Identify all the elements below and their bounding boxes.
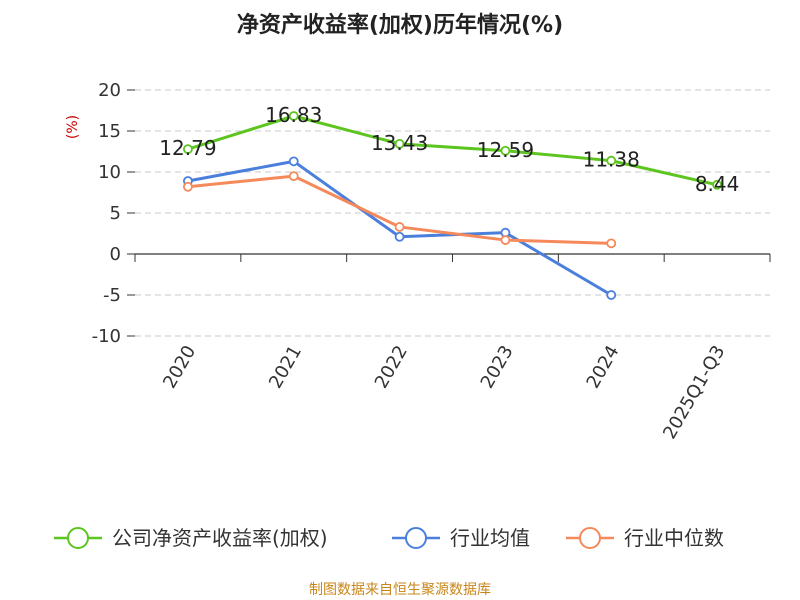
x-tick-label: 2022 [371,342,412,392]
legend-label: 行业均值 [450,526,530,550]
legend-swatch-marker [67,527,89,549]
x-tick-label: 2023 [477,342,518,392]
grid-lines [135,89,770,337]
data-point [712,179,722,190]
data-label: 12.59 [477,138,534,162]
x-axis [134,253,771,262]
legend-swatch-marker [405,527,427,549]
data-point [394,222,405,232]
x-tick-label: 2025Q1-Q3 [659,342,729,443]
y-tick-label: 15 [98,121,121,142]
y-tick-label: -5 [103,285,121,306]
series-3 [183,171,617,249]
data-point [606,238,617,249]
y-tick-label: 0 [110,244,121,265]
data-point [500,145,511,156]
y-tick-label: 20 [98,80,121,101]
legend-label: 行业中位数 [624,526,724,550]
legend-swatch-marker [579,527,601,549]
data-label: 11.38 [583,148,640,172]
data-point [288,111,299,121]
data-labels: 12.79 16.83 13.43 12.59 11.38 8.44 [159,103,739,196]
legend-label: 公司净资产收益率(加权) [112,526,328,550]
data-point [500,235,511,245]
y-axis-ticks: 20 15 10 5 0 -5 -10 [92,80,135,347]
legend-item: 行业中位数 [566,526,724,550]
legend: 公司净资产收益率(加权) 行业均值 行业中位数 [54,526,724,550]
y-tick-label: 5 [110,203,121,224]
data-point [394,231,405,242]
series-2 [183,156,617,300]
y-tick-label: -10 [92,326,121,347]
x-tick-label: 2024 [582,342,623,392]
series-1 [183,111,722,190]
x-tick-label: 2020 [159,342,200,392]
data-label: 16.83 [265,103,322,127]
chart-title: 净资产收益率(加权)历年情况(%) [237,12,563,38]
data-point [606,155,617,166]
x-axis-ticks: 2020 2021 2022 2023 2024 2025Q1-Q3 [159,342,729,443]
data-label: 8.44 [695,172,740,196]
source-note: 制图数据来自恒生聚源数据库 [309,582,491,598]
y-tick-label: 10 [98,162,121,183]
x-tick-label: 2021 [265,342,306,392]
data-point [183,181,193,192]
data-point [394,138,405,149]
legend-item: 公司净资产收益率(加权) [54,526,328,550]
series-line [187,114,718,187]
data-label: 12.79 [159,136,216,160]
data-point [606,290,617,300]
data-point [183,144,193,155]
y-axis-label: (%) [65,115,81,139]
data-point [288,156,299,167]
legend-item: 行业均值 [392,526,530,550]
data-label: 13.43 [371,131,428,155]
data-point [288,171,299,182]
series-lines [183,111,722,300]
